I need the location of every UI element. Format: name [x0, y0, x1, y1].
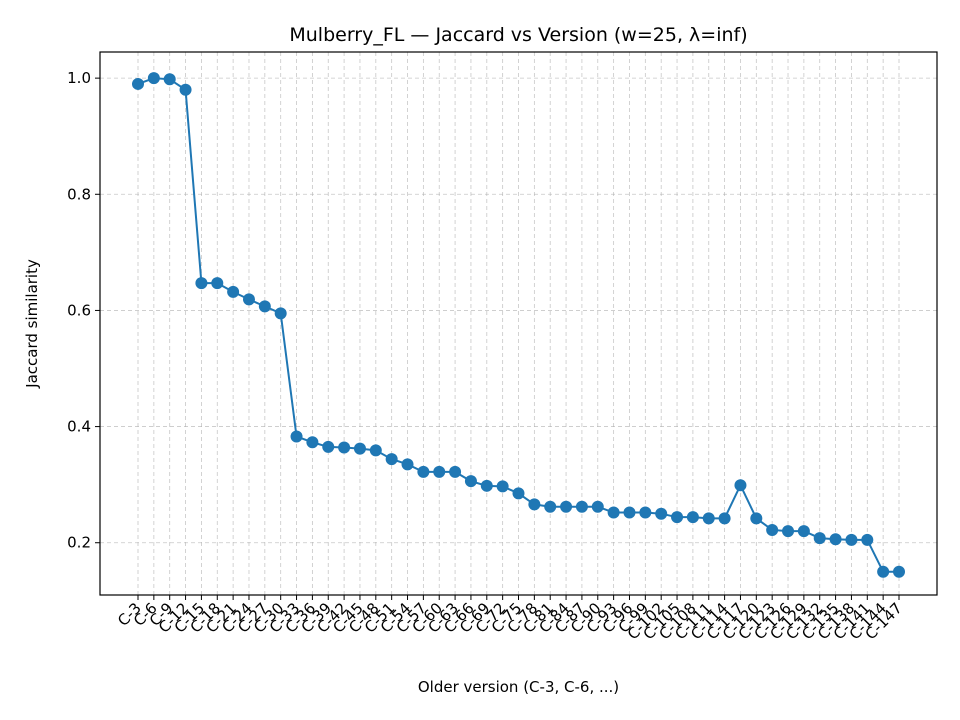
data-point	[132, 77, 144, 90]
data-point	[813, 532, 826, 545]
data-point	[227, 285, 240, 298]
data-point	[290, 430, 303, 443]
data-point	[433, 465, 446, 478]
data-point	[211, 277, 224, 290]
data-point	[591, 500, 604, 513]
data-point	[782, 525, 795, 538]
data-point	[766, 523, 779, 536]
data-point	[449, 465, 462, 478]
data-point	[877, 565, 890, 578]
data-point	[480, 479, 493, 492]
data-point	[195, 277, 208, 290]
x-axis-label: Older version (C-3, C-6, ...)	[418, 678, 619, 696]
data-point	[385, 453, 398, 466]
y-tick-label: 1.0	[67, 69, 91, 87]
y-tick-label: 0.6	[67, 301, 91, 319]
data-point	[623, 506, 636, 519]
data-point	[845, 533, 858, 546]
data-point	[528, 498, 541, 511]
chart-title: Mulberry_FL — Jaccard vs Version (w=25, …	[289, 24, 747, 46]
y-tick-label: 0.8	[67, 185, 91, 203]
data-point	[496, 480, 509, 493]
data-point	[560, 500, 573, 513]
data-point	[797, 525, 810, 538]
y-tick-label: 0.2	[67, 534, 91, 552]
data-point	[639, 506, 652, 519]
series	[132, 72, 905, 578]
data-point	[829, 533, 842, 546]
data-point	[702, 512, 715, 525]
data-point	[575, 500, 588, 513]
data-point	[893, 565, 905, 578]
data-point	[163, 73, 176, 86]
data-point	[401, 458, 414, 471]
data-point	[242, 293, 255, 306]
data-point	[718, 512, 731, 525]
data-point	[607, 506, 620, 519]
y-axis: 0.2 0.4 0.6 0.8 1.0	[67, 69, 100, 552]
data-point	[353, 442, 366, 455]
data-point	[655, 507, 668, 520]
data-point	[147, 72, 160, 85]
data-point	[417, 465, 430, 478]
data-point	[544, 500, 557, 513]
data-point	[512, 487, 525, 500]
data-point	[338, 441, 351, 454]
data-point	[686, 511, 699, 524]
data-point	[750, 512, 763, 525]
data-point	[322, 440, 335, 453]
y-axis-label: Jaccard similarity	[23, 259, 41, 389]
y-tick-label: 0.4	[67, 418, 91, 436]
data-point	[671, 511, 684, 524]
data-point	[861, 533, 874, 546]
data-point	[464, 475, 477, 488]
data-point	[179, 83, 192, 96]
data-point	[734, 479, 747, 492]
data-point	[306, 436, 319, 449]
data-point	[258, 300, 271, 313]
data-point	[274, 307, 287, 320]
data-point	[369, 444, 382, 457]
